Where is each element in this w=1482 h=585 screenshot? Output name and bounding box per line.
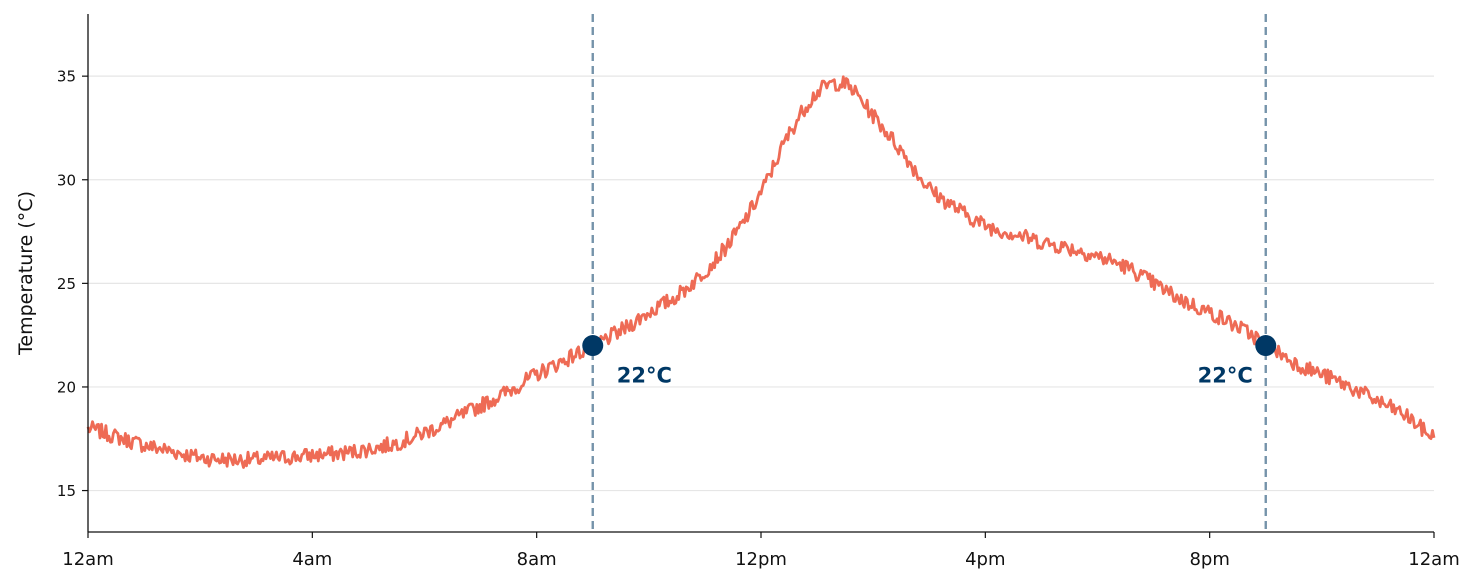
x-tick-label: 8am [517,549,557,570]
x-tick-label: 4pm [965,549,1005,570]
x-tick-label: 4am [292,549,332,570]
y-axis-label: Temperature (°C) [15,191,37,356]
x-tick-label: 8pm [1189,549,1229,570]
x-tick-label: 12am [62,549,113,570]
temperature-line [86,75,1436,469]
series-layer [86,75,1436,469]
x-tick-label: 12am [1408,549,1459,570]
y-axis-ticks: 15 20 25 30 35 [57,68,88,500]
crossing-label: 22°C [617,364,672,388]
y-tick-label: 25 [57,275,76,293]
grid-lines [88,75,1434,492]
y-tick-label: 15 [57,482,76,500]
threshold-lines [591,14,1267,532]
x-tick-label: 12pm [735,549,787,570]
axes [87,14,1434,533]
crossing-label: 22°C [1198,364,1253,388]
x-axis-ticks: 12am 4am 8am 12pm 4pm 8pm 12am [62,532,1460,570]
y-tick-label: 20 [57,378,76,396]
crossing-markers: 22°C 22°C [582,335,1277,388]
crossing-marker [1255,335,1277,357]
crossing-marker [582,335,604,357]
y-tick-label: 30 [57,171,76,189]
y-tick-label: 35 [57,68,76,86]
